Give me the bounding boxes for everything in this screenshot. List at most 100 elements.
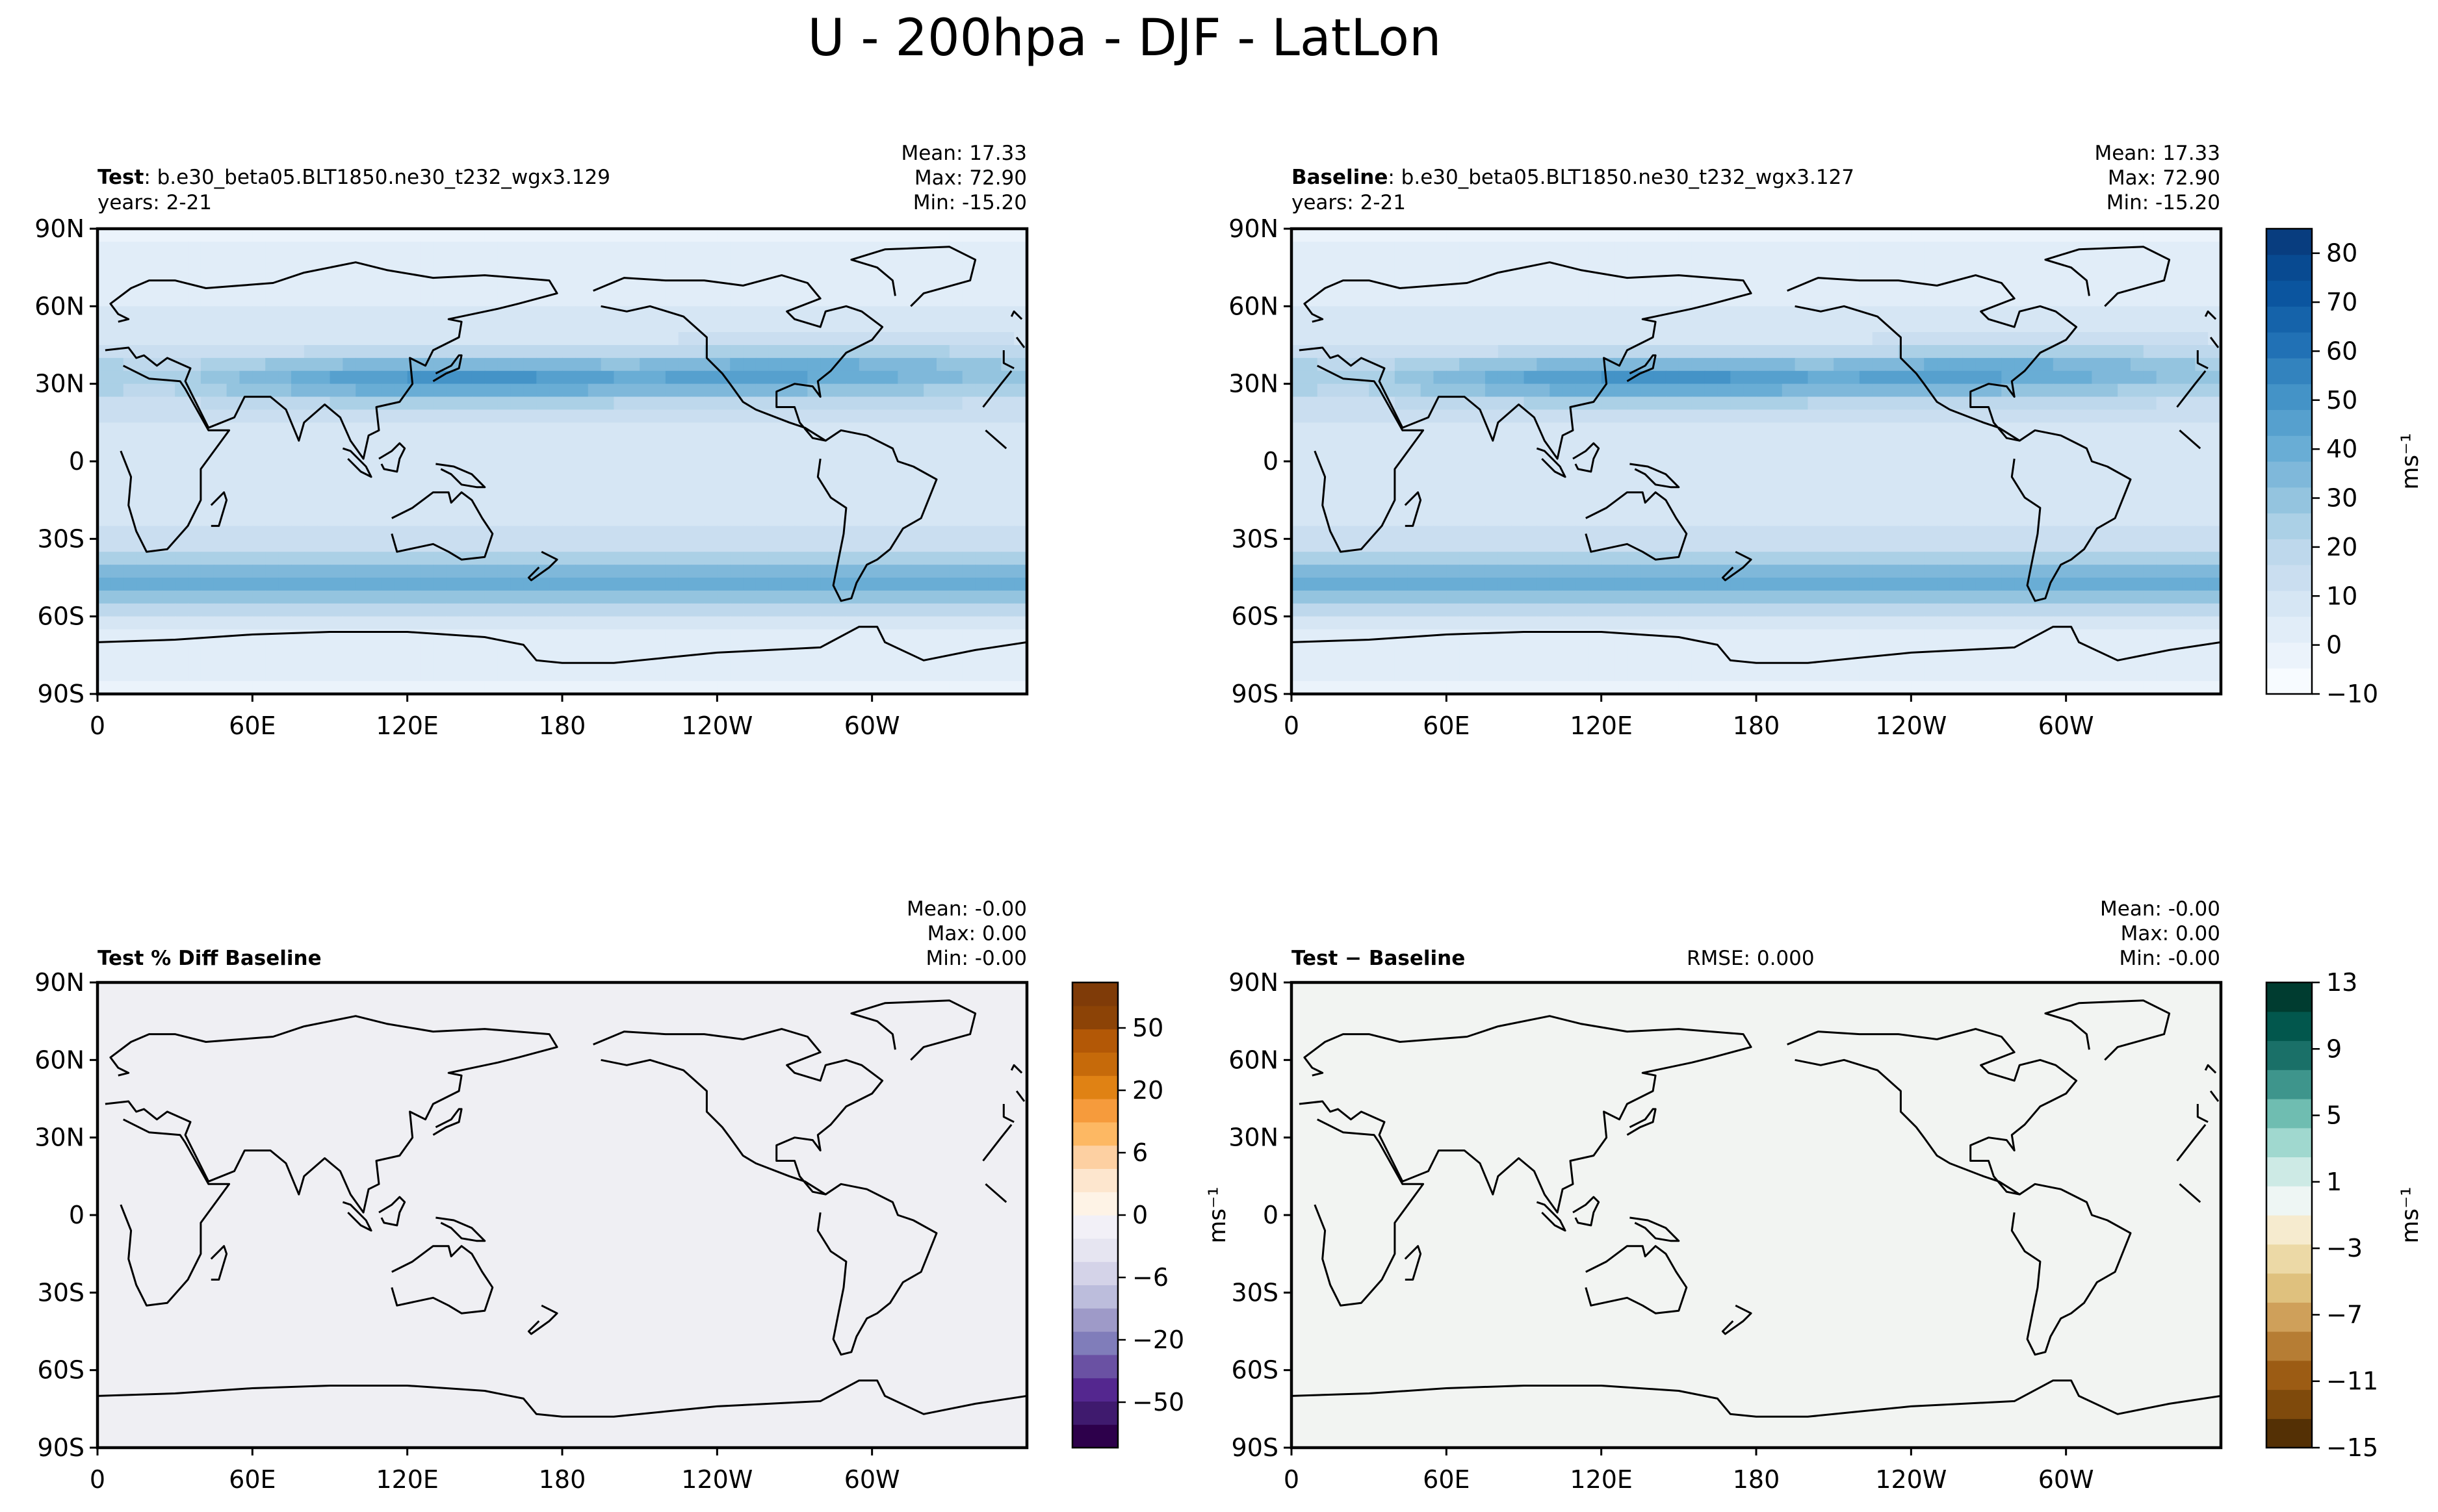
y-tick-label: 30N: [1228, 370, 1278, 398]
x-tick-label: 0: [1284, 711, 1299, 740]
coastline-antarctica: [97, 1379, 1027, 1448]
coastline-madagascar: [210, 1245, 228, 1281]
coastline-sumatra: [342, 447, 372, 478]
y-tick-label: 60S: [38, 602, 84, 631]
coastline-great-britain: [2204, 1064, 2217, 1074]
diff-min: Min: -0.00: [2119, 947, 2220, 970]
colorbar-swatch: [1072, 1168, 1118, 1192]
coastline-north-america: [593, 1028, 884, 1196]
x-tick-label: 120E: [376, 711, 439, 740]
colorbar-swatch: [2266, 332, 2312, 359]
coastline-australia: [1585, 1245, 1688, 1314]
colorbar-swatch: [1072, 1377, 1118, 1402]
x-tick-label: 120W: [681, 711, 753, 740]
colorbar-swatch: [1072, 1005, 1118, 1030]
coastline-new-zealand: [1721, 1304, 1752, 1335]
colorbar-swatch: [1072, 1424, 1118, 1448]
test-title-case: : b.e30_beta05.BLT1850.ne30_t232_wgx3.12…: [144, 166, 610, 189]
colorbar-swatch: [2266, 1418, 2312, 1448]
pctdiff-mean: Mean: -0.00: [907, 897, 1027, 921]
coastline-borneo: [1572, 442, 1600, 473]
coastline-eurasia: [1015, 337, 1026, 348]
colorbar-pct-diff: 50 20 6 0 −6 −20 −50 ms⁻¹: [1071, 981, 1231, 1449]
field-test: [97, 229, 1027, 694]
y-tick-label: 90N: [1228, 214, 1278, 243]
y-tick-label: 0: [1263, 1201, 1278, 1229]
baseline-title-bold: Baseline: [1291, 166, 1388, 189]
coastline-eurasia: [2209, 337, 2220, 348]
coastline-japan: [1626, 354, 1657, 382]
y-tick-label: 90S: [1232, 1433, 1278, 1462]
colorbar-swatch: [2266, 668, 2312, 695]
colorbar-swatch: [2266, 1070, 2312, 1099]
test-mean: Mean: 17.33: [901, 142, 1027, 165]
colorbar-swatch: [1072, 1075, 1118, 1099]
coastline-africa: [2176, 1123, 2207, 1162]
test-title-bold: Test: [97, 166, 144, 189]
coastline-greenland: [2044, 999, 2171, 1061]
colorbar-swatch: [2266, 1040, 2312, 1070]
colorbar-tick-label: −11: [2326, 1367, 2378, 1396]
colorbar-tick-label: 60: [2326, 337, 2357, 365]
colorbar-swatch: [2266, 461, 2312, 488]
y-tick-label: 30S: [38, 524, 84, 553]
y-tick-label: 60N: [34, 1045, 84, 1074]
colorbar-label: ms⁻¹: [1204, 1186, 1231, 1243]
colorbar-swatch: [2266, 1215, 2312, 1245]
coastline-madagascar: [1404, 491, 1422, 527]
colorbar-tick-label: −50: [1132, 1388, 1184, 1416]
baseline-mean: Mean: 17.33: [2094, 142, 2220, 165]
coastline-new-guinea: [435, 1216, 486, 1242]
coastline-borneo: [378, 1196, 406, 1227]
colorbar-tick-label: −15: [2326, 1433, 2378, 1462]
colorbar-tick-label: 50: [2326, 386, 2357, 415]
y-tick-label: 60S: [1232, 602, 1278, 631]
coastline-japan: [432, 1108, 463, 1136]
colorbar-swatch: [2266, 565, 2312, 591]
x-tick-label: 120W: [1875, 1465, 1947, 1494]
y-tick-label: 30S: [1232, 1278, 1278, 1307]
colorbar-tick-label: 13: [2326, 968, 2357, 997]
test-min: Min: -15.20: [913, 191, 1027, 214]
coastline-africa: [1314, 365, 1425, 553]
coastline-eurasia: [105, 1015, 558, 1214]
colorbar-swatch: [2266, 435, 2312, 462]
colorbar-swatch: [2266, 1331, 2312, 1361]
coastline-africa: [2179, 1183, 2201, 1203]
colorbar-swatch: [1072, 1029, 1118, 1053]
coastline-africa: [2179, 429, 2201, 450]
colorbar-swatch: [1072, 1308, 1118, 1332]
y-tick-label: 60N: [1228, 292, 1278, 320]
colorbar-tick-label: 70: [2326, 288, 2357, 316]
coastline-great-britain: [1010, 1064, 1023, 1074]
colorbar-swatch: [2266, 254, 2312, 281]
coastline-africa: [1314, 1118, 1425, 1307]
coastline-new-guinea: [1629, 463, 1680, 489]
test-max: Max: 72.90: [914, 166, 1027, 190]
colorbar-swatch: [1072, 1401, 1118, 1425]
colorbar-swatch: [2266, 1157, 2312, 1186]
colorbar-swatch: [2266, 1186, 2312, 1216]
coastline-new-guinea: [1629, 1216, 1680, 1242]
coastline-antarctica: [1291, 626, 2221, 694]
colorbar-swatch: [2266, 357, 2312, 385]
colorbar-swatch: [2266, 1127, 2312, 1158]
diff-max: Max: 0.00: [2120, 922, 2220, 945]
baseline-years: years: 2-21: [1291, 191, 1406, 214]
x-tick-label: 120W: [681, 1465, 753, 1494]
colorbar-tick-label: −20: [1132, 1326, 1184, 1354]
colorbar-tick-label: 5: [2326, 1101, 2342, 1130]
y-tick-label: 30S: [1232, 524, 1278, 553]
colorbar-label: ms⁻¹: [2397, 433, 2424, 489]
coastline-new-zealand: [527, 550, 558, 582]
y-tick-label: 30N: [1228, 1123, 1278, 1152]
colorbar-swatch: [2266, 1389, 2312, 1419]
test-years: years: 2-21: [97, 191, 212, 214]
colorbar-swatch: [1072, 1121, 1118, 1146]
colorbar-tick-label: 20: [1132, 1076, 1163, 1105]
colorbar-tick-label: −7: [2326, 1300, 2363, 1329]
y-tick-label: 90N: [34, 214, 84, 243]
coastline-south-america: [816, 429, 938, 602]
